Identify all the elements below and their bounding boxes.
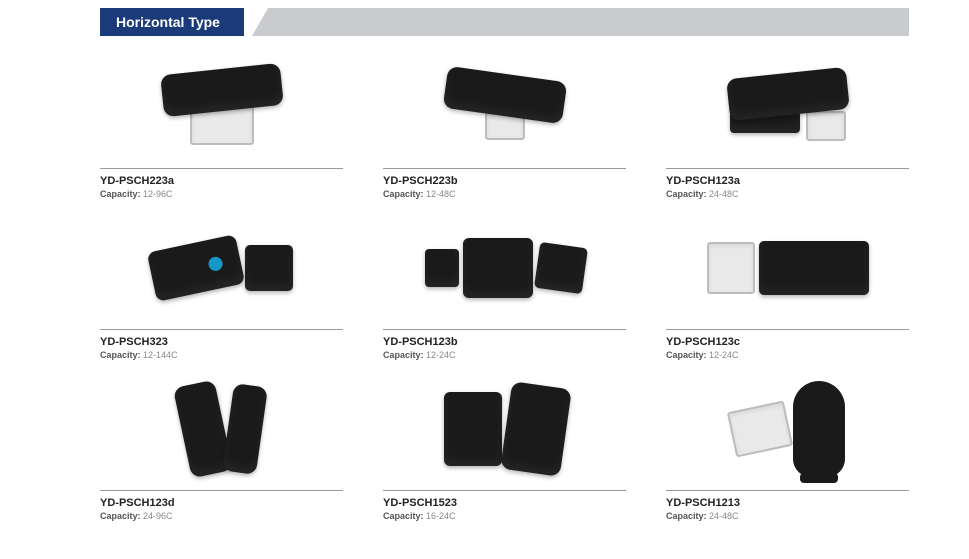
product-capacity: Capacity: 12-144C [100, 350, 343, 360]
product-capacity: Capacity: 12-24C [383, 350, 626, 360]
product-model: YD-PSCH123d [100, 497, 343, 509]
enclosure-icon [146, 234, 244, 302]
card-divider [100, 329, 343, 330]
product-card: YD-PSCH223b Capacity: 12-48C [383, 48, 626, 205]
product-model: YD-PSCH123c [666, 336, 909, 348]
product-model: YD-PSCH223b [383, 175, 626, 187]
product-image [666, 48, 909, 166]
product-model: YD-PSCH123b [383, 336, 626, 348]
part-icon [425, 249, 459, 287]
capacity-label: Capacity: [100, 511, 141, 521]
base-icon [444, 392, 502, 466]
product-card: YD-PSCH123c Capacity: 12-24C [666, 209, 909, 366]
capacity-label: Capacity: [100, 189, 141, 199]
tray-icon [806, 111, 846, 141]
lid-icon [534, 242, 588, 294]
product-capacity: Capacity: 24-48C [666, 189, 909, 199]
product-capacity: Capacity: 12-48C [383, 189, 626, 199]
product-capacity: Capacity: 16-24C [383, 511, 626, 521]
product-card: YD-PSCH123a Capacity: 24-48C [666, 48, 909, 205]
product-image [100, 209, 343, 327]
product-capacity: Capacity: 12-96C [100, 189, 343, 199]
capacity-label: Capacity: [100, 350, 141, 360]
product-image [666, 370, 909, 488]
capacity-value: 12-144C [143, 350, 178, 360]
capacity-value: 12-24C [426, 350, 456, 360]
product-capacity: Capacity: 24-48C [666, 511, 909, 521]
capacity-value: 24-48C [709, 189, 739, 199]
section-header: Horizontal Type [100, 8, 909, 36]
header-bar [268, 8, 909, 36]
port-dot-icon [207, 256, 224, 273]
enclosure-icon [442, 66, 567, 124]
capacity-value: 12-48C [426, 189, 456, 199]
enclosure-icon [463, 238, 533, 298]
product-image [100, 370, 343, 488]
enclosure-icon [160, 63, 284, 117]
section-title: Horizontal Type [100, 8, 244, 36]
product-card: YD-PSCH123b Capacity: 12-24C [383, 209, 626, 366]
product-model: YD-PSCH123a [666, 175, 909, 187]
section-title-text: Horizontal Type [116, 14, 220, 30]
product-image [666, 209, 909, 327]
product-image [383, 209, 626, 327]
product-grid: YD-PSCH223a Capacity: 12-96C YD-PSCH223b… [100, 48, 909, 527]
lid-icon [222, 383, 268, 475]
capacity-label: Capacity: [383, 350, 424, 360]
product-model: YD-PSCH1523 [383, 497, 626, 509]
capacity-label: Capacity: [383, 189, 424, 199]
card-divider [383, 490, 626, 491]
enclosure-icon [759, 241, 869, 295]
product-card: YD-PSCH223a Capacity: 12-96C [100, 48, 343, 205]
product-card: YD-PSCH323 Capacity: 12-144C [100, 209, 343, 366]
capacity-value: 16-24C [426, 511, 456, 521]
capacity-label: Capacity: [666, 350, 707, 360]
capacity-value: 24-96C [143, 511, 173, 521]
card-divider [666, 168, 909, 169]
capacity-value: 12-24C [709, 350, 739, 360]
lid-icon [245, 245, 293, 291]
card-divider [383, 168, 626, 169]
card-divider [666, 329, 909, 330]
product-card: YD-PSCH1523 Capacity: 16-24C [383, 370, 626, 527]
card-divider [666, 490, 909, 491]
product-image [383, 370, 626, 488]
product-card: YD-PSCH1213 Capacity: 24-48C [666, 370, 909, 527]
capacity-label: Capacity: [383, 511, 424, 521]
product-card: YD-PSCH123d Capacity: 24-96C [100, 370, 343, 527]
capacity-value: 24-48C [709, 511, 739, 521]
product-model: YD-PSCH323 [100, 336, 343, 348]
product-image [383, 48, 626, 166]
card-divider [100, 168, 343, 169]
product-capacity: Capacity: 12-24C [666, 350, 909, 360]
product-model: YD-PSCH1213 [666, 497, 909, 509]
tray-icon [707, 242, 755, 294]
product-capacity: Capacity: 24-96C [100, 511, 343, 521]
enclosure-icon [500, 381, 572, 476]
tray-icon [726, 400, 792, 457]
card-divider [100, 490, 343, 491]
product-image [100, 48, 343, 166]
card-divider [383, 329, 626, 330]
dome-enclosure-icon [793, 381, 845, 477]
capacity-label: Capacity: [666, 189, 707, 199]
product-model: YD-PSCH223a [100, 175, 343, 187]
capacity-label: Capacity: [666, 511, 707, 521]
capacity-value: 12-96C [143, 189, 173, 199]
